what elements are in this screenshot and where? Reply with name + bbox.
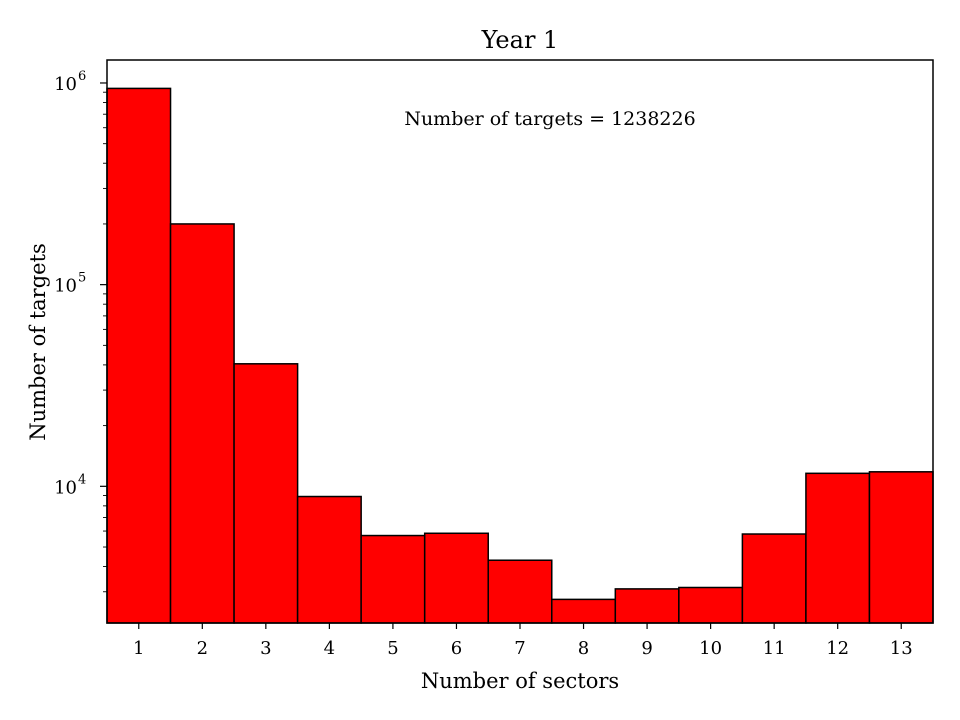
x-tick-label: 2 [197,638,208,659]
plot-frame [106,59,934,624]
x-tick-label: 11 [763,638,786,659]
y-tick-label: 10 [54,276,77,297]
chart-title: Year 1 [481,26,559,54]
x-tick-label: 3 [260,638,271,659]
x-tick-label: 4 [324,638,335,659]
bar-9 [614,588,680,624]
annotation: Number of targets = 1238226 [404,108,695,130]
x-tick-label: 7 [514,638,525,659]
bar-6 [423,532,489,624]
y-tick-exponent: 5 [78,271,86,286]
y-tick-exponent: 4 [78,472,86,487]
bar-7 [487,559,553,624]
x-tick-label: 13 [890,638,913,659]
bar-11 [741,533,807,624]
bar-8 [551,598,617,624]
y-tick-exponent: 6 [78,69,86,84]
y-axis-label: Number of targets [26,243,50,441]
y-tick-label: 10 [54,74,77,95]
x-tick-label: 6 [451,638,462,659]
bar-13 [868,471,934,624]
x-tick-label: 1 [133,638,144,659]
x-tick-label: 9 [641,638,652,659]
bar-2 [169,223,235,624]
bars [106,87,934,624]
x-ticks: 1 2 3 4 5 6 7 8 9 10 11 12 13 [133,623,913,659]
bar-5 [360,534,426,624]
bar-4 [296,495,362,624]
bar-3 [233,363,299,624]
x-tick-label: 12 [826,638,849,659]
y-tick-label: 10 [54,477,77,498]
bar-1 [106,87,172,624]
x-tick-label: 5 [387,638,398,659]
bar-10 [678,586,744,624]
x-axis-label: Number of sectors [421,669,619,693]
bar-12 [805,472,871,624]
x-tick-label: 8 [578,638,589,659]
x-tick-label: 10 [699,638,722,659]
